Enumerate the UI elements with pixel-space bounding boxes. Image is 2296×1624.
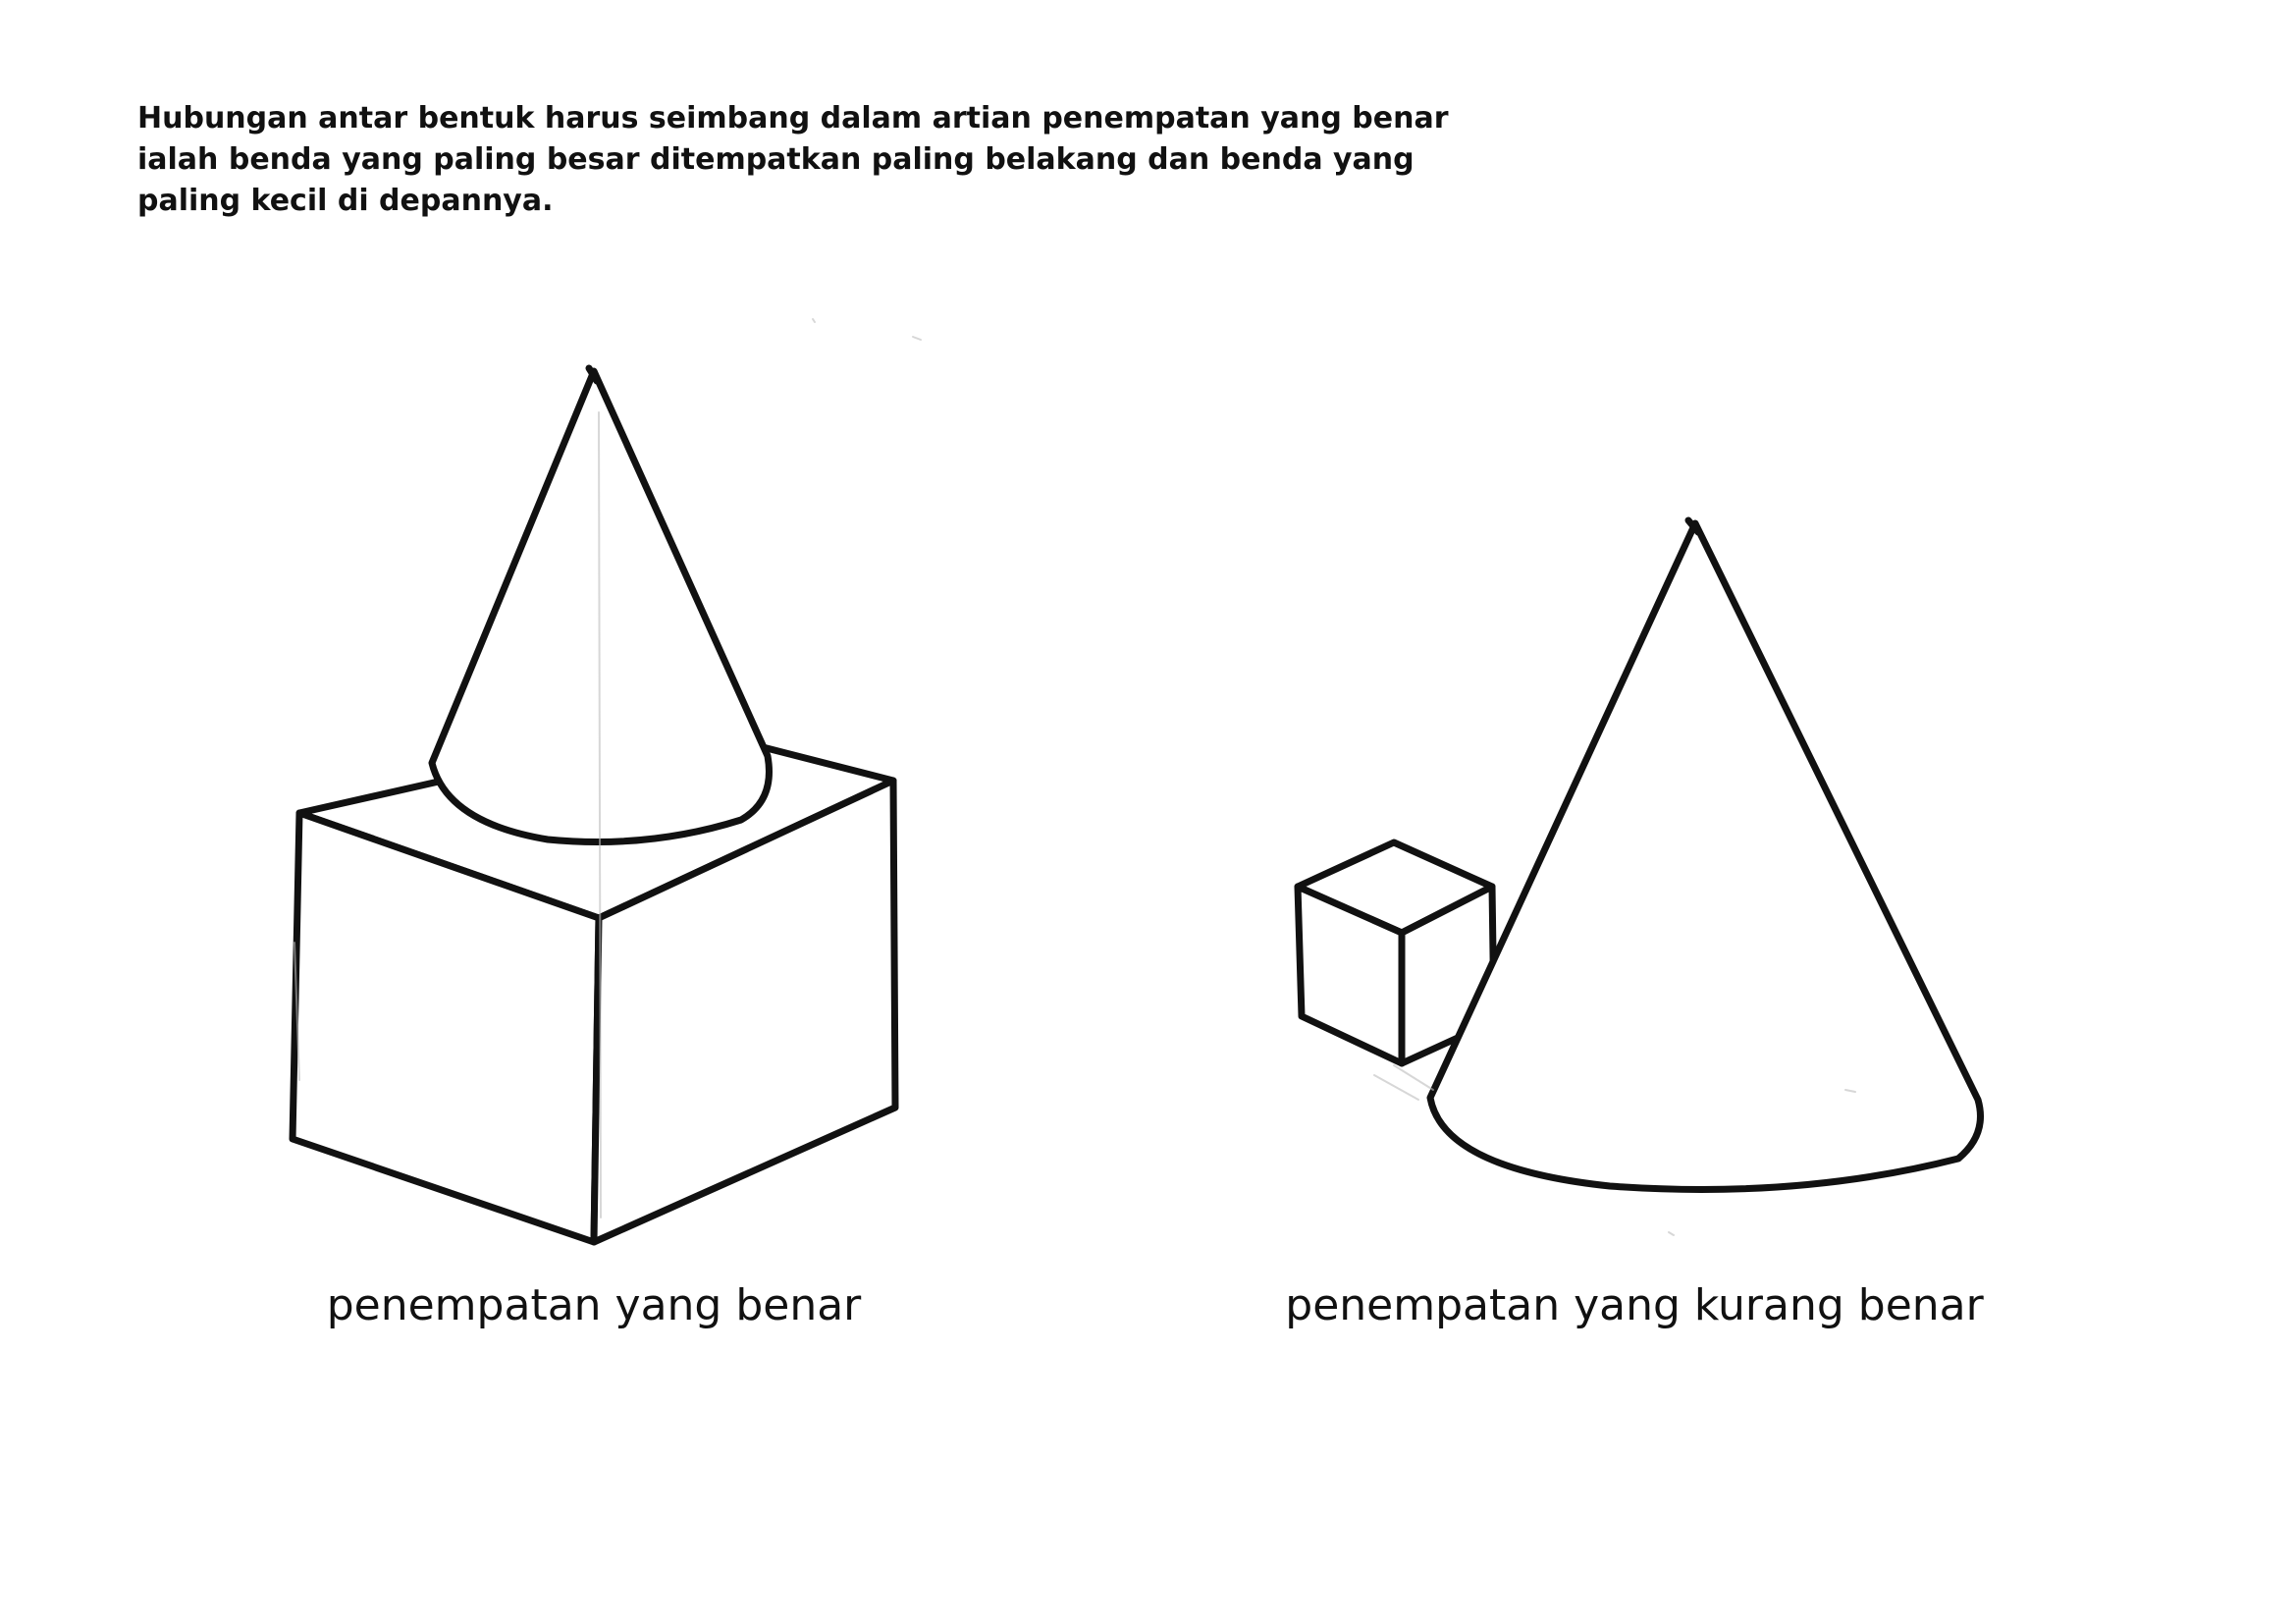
right-caption: penempatan yang kurang benar <box>1285 1280 1984 1330</box>
left-figure <box>289 364 899 1246</box>
intro-text: Hubungan antar bentuk harus seimbang dal… <box>137 101 1449 218</box>
left-caption: penempatan yang benar <box>326 1280 862 1330</box>
cube-shape <box>289 723 899 1246</box>
large-cone-shape <box>1426 516 1984 1193</box>
cone-shape <box>428 364 773 845</box>
right-figure <box>1294 516 1984 1236</box>
